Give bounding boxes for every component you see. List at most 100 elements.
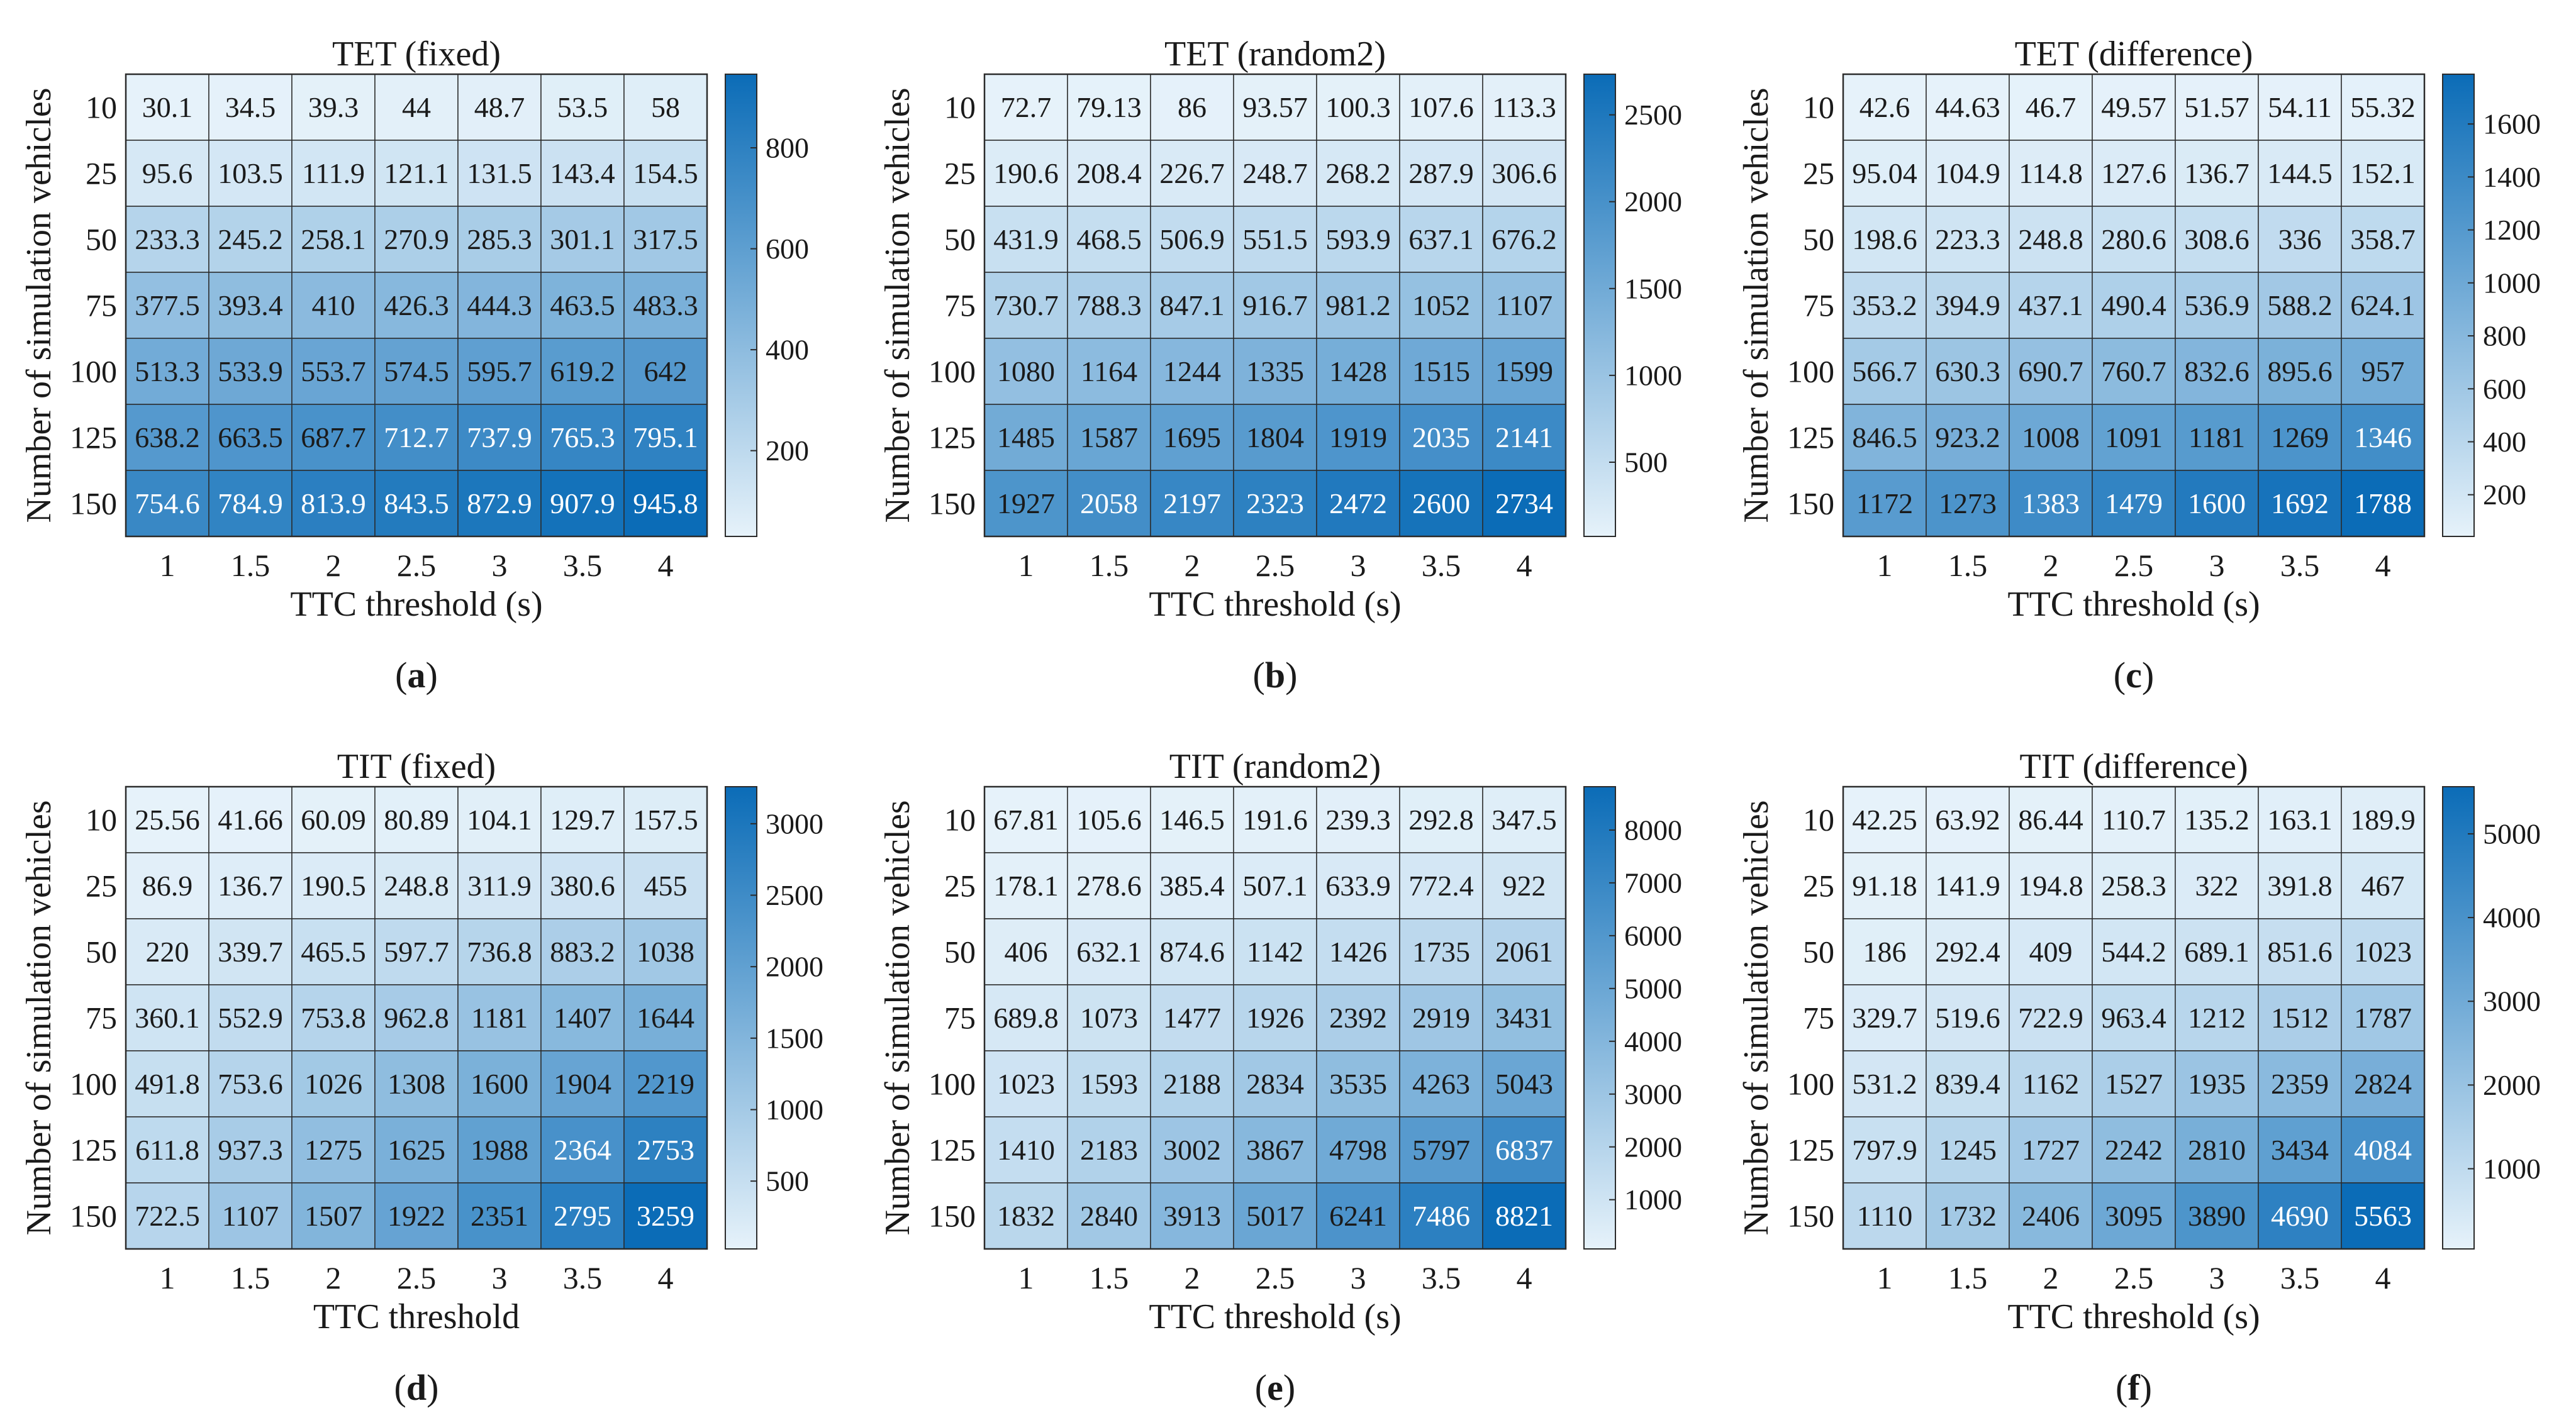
heatmap-cell <box>1926 852 2010 919</box>
cell-value-label: 1162 <box>2022 1068 2079 1100</box>
heatmap-cell <box>125 404 209 471</box>
heatmap-cell <box>374 206 459 273</box>
cell-value-label: 6241 <box>1329 1200 1387 1232</box>
y-tick-label: 100 <box>70 1067 117 1102</box>
heatmap-panel-f: TIT (difference) 42.25 63.92 86.44 110.7 135.… <box>1717 712 2576 1425</box>
heatmap-cell <box>2175 984 2259 1051</box>
x-tick-label: 3 <box>492 1260 508 1295</box>
colorbar-tick-label: 500 <box>766 1165 809 1197</box>
heatmap-cell <box>1316 984 1400 1051</box>
cell-value-label: 437.1 <box>2018 289 2083 321</box>
heatmap-cell <box>1150 1116 1234 1184</box>
heatmap-frame <box>983 785 1567 1250</box>
cell-value-label: 360.1 <box>135 1002 200 1034</box>
cell-value-label: 311.9 <box>467 870 532 902</box>
heatmap-cell <box>1150 206 1234 273</box>
cell-value-label: 3095 <box>2105 1200 2163 1232</box>
cell-value-label: 736.8 <box>467 936 532 968</box>
cell-value-label: 1407 <box>554 1002 611 1034</box>
cell-value-label: 839.4 <box>1935 1068 2000 1100</box>
heatmap-cell <box>1926 1050 2010 1117</box>
cell-value-label: 39.3 <box>308 91 359 123</box>
cell-value-label: 619.2 <box>550 355 615 387</box>
y-tick-label: 100 <box>1787 354 1834 389</box>
cell-value-label: 1038 <box>637 936 694 968</box>
x-tick-label: 4 <box>2375 1260 2391 1295</box>
cell-value-label: 2219 <box>637 1068 694 1100</box>
heatmap-cell <box>1316 272 1400 339</box>
heatmap-cell <box>1399 206 1483 273</box>
heatmap-cell <box>540 338 625 405</box>
colorbar <box>1583 74 1616 537</box>
cell-value-label: 358.7 <box>2350 223 2416 255</box>
cell-value-label: 2810 <box>2188 1134 2246 1166</box>
colorbar-tick-label: 2000 <box>2483 1069 2541 1101</box>
cell-value-label: 41.66 <box>218 804 283 836</box>
cell-value-label: 3913 <box>1163 1200 1221 1232</box>
heatmap-cell <box>623 786 708 853</box>
x-tick-label: 3 <box>1351 1260 1366 1295</box>
heatmap-cell <box>984 786 1068 853</box>
cell-value-label: 322 <box>2195 870 2239 902</box>
cell-value-label: 847.1 <box>1159 289 1225 321</box>
chart-title: TET (difference) <box>2015 35 2253 74</box>
cell-value-label: 2919 <box>1412 1002 1470 1034</box>
heatmap-cell <box>984 984 1068 1051</box>
cell-value-label: 42.6 <box>1860 91 1910 123</box>
heatmap-cell <box>1399 338 1483 405</box>
heatmap-cell <box>457 1116 542 1184</box>
heatmap-cell <box>125 272 209 339</box>
heatmap-frame <box>125 785 708 1250</box>
cell-value-label: 676.2 <box>1492 223 1557 255</box>
cell-value-label: 3434 <box>2271 1134 2329 1166</box>
y-tick-label: 25 <box>1803 868 1834 904</box>
cell-value-label: 760.7 <box>2101 355 2166 387</box>
cell-value-label: 25.56 <box>135 804 200 836</box>
cell-value-label: 981.2 <box>1325 289 1391 321</box>
cell-value-label: 135.2 <box>2184 804 2250 836</box>
cell-value-label: 1593 <box>1080 1068 1138 1100</box>
heatmap-cell <box>540 74 625 141</box>
cell-value-label: 2359 <box>2271 1068 2329 1100</box>
cell-value-label: 410 <box>312 289 355 321</box>
cell-value-label: 1922 <box>388 1200 445 1232</box>
heatmap-cell <box>125 140 209 207</box>
cell-value-label: 637.1 <box>1408 223 1474 255</box>
heatmap-cell <box>457 1182 542 1250</box>
colorbar-tick-label: 1500 <box>1624 272 1682 304</box>
colorbar <box>1583 786 1616 1250</box>
heatmap-cell <box>623 140 708 207</box>
heatmap-cell <box>1482 1116 1566 1184</box>
heatmap-cell <box>623 470 708 537</box>
cell-value-label: 190.6 <box>993 157 1059 189</box>
heatmap-cell <box>374 852 459 919</box>
cell-value-label: 730.7 <box>993 289 1059 321</box>
cell-value-label: 963.4 <box>2101 1002 2166 1034</box>
y-tick-label: 150 <box>70 486 117 521</box>
colorbar-tick-label: 200 <box>766 435 809 467</box>
cell-value-label: 208.4 <box>1076 157 1142 189</box>
heatmap-cell <box>291 272 376 339</box>
x-axis-label: TTC threshold (s) <box>1149 1297 1401 1336</box>
colorbar <box>725 74 757 537</box>
cell-value-label: 329.7 <box>1852 1002 1917 1034</box>
cell-value-label: 463.5 <box>550 289 615 321</box>
y-tick-label: 50 <box>1803 934 1834 970</box>
cell-value-label: 1426 <box>1329 936 1387 968</box>
cell-value-label: 1600 <box>2188 487 2246 519</box>
y-axis-label: Number of simulation vehicles <box>20 87 59 523</box>
x-tick-label: 2 <box>1185 548 1200 583</box>
cell-value-label: 2734 <box>1495 487 1553 519</box>
heatmap-cell <box>1482 206 1566 273</box>
heatmap-cell <box>374 786 459 853</box>
heatmap-cell <box>457 470 542 537</box>
y-tick-label: 150 <box>1787 486 1834 521</box>
heatmap-cell <box>1316 1182 1400 1250</box>
colorbar <box>725 786 757 1250</box>
heatmap-cell <box>291 786 376 853</box>
cell-value-label: 3535 <box>1329 1068 1387 1100</box>
cell-value-label: 1383 <box>2022 487 2080 519</box>
cell-value-label: 2824 <box>2354 1068 2412 1100</box>
colorbar-tick-label: 400 <box>766 334 809 366</box>
panel-caption: (d) <box>394 1367 439 1408</box>
